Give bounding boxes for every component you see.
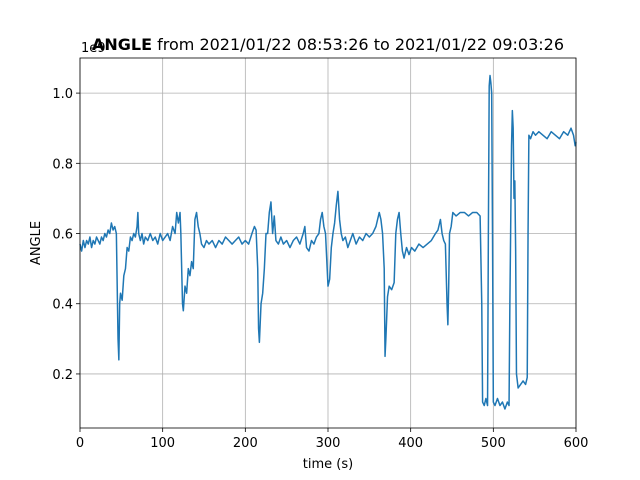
y-tick-label: 0.8 — [52, 157, 73, 172]
x-tick-label: 400 — [398, 436, 423, 451]
plot-frame — [79, 57, 577, 429]
x-tick-label: 200 — [233, 436, 258, 451]
title-rest: from 2021/01/22 08:53:26 to 2021/01/22 0… — [152, 35, 564, 54]
x-tick-label: 100 — [150, 436, 175, 451]
y-tick-label: 0.6 — [52, 228, 73, 243]
title-bold: ANGLE — [92, 35, 152, 54]
data-line — [79, 74, 577, 410]
y-axis-label: ANGLE — [29, 221, 44, 265]
chart-title: ANGLE from 2021/01/22 08:53:26 to 2021/0… — [92, 35, 564, 54]
x-tick-label: 300 — [316, 436, 341, 451]
y-offset: 1e9 — [81, 41, 106, 56]
x-tick-label: 0 — [76, 436, 84, 451]
y-tick-label: 1.0 — [52, 87, 73, 102]
x-tick-label: 600 — [564, 436, 589, 451]
x-axis-label: time (s) — [303, 457, 353, 472]
y-tick-label: 0.2 — [52, 368, 73, 383]
y-tick-label: 0.4 — [52, 298, 73, 313]
x-tick-label: 500 — [481, 436, 506, 451]
